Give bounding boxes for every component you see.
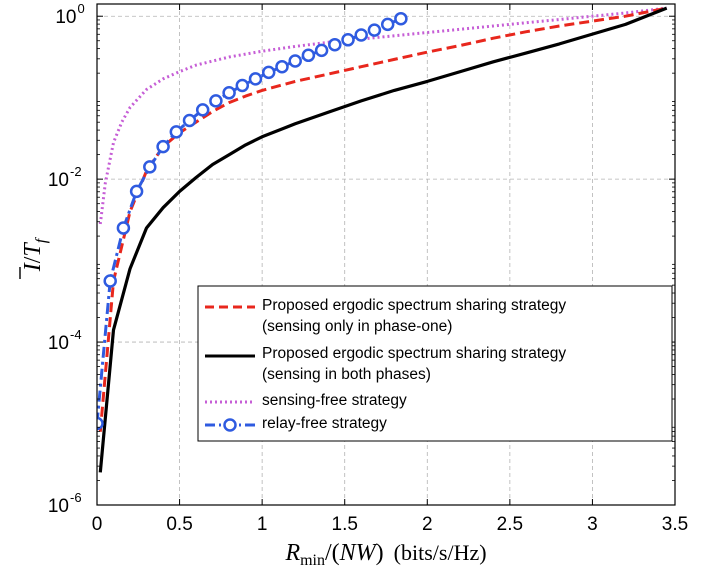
y-tick-label: 10: [48, 170, 69, 191]
series-marker-3: [275, 59, 289, 74]
series-line-0: [98, 6, 667, 432]
legend-label-3: sensing-free strategy: [262, 392, 407, 409]
legend-label-2a: Proposed ergodic spectrum sharing strate…: [262, 345, 566, 362]
series-marker-3: [97, 416, 104, 431]
x-tick-label: 2.5: [497, 514, 523, 535]
legend: Proposed ergodic spectrum sharing strate…: [197, 285, 673, 442]
series-marker-3: [116, 221, 131, 235]
series-marker-3: [209, 94, 223, 108]
series-marker-3: [301, 48, 316, 63]
series-marker-3: [129, 184, 144, 199]
series-marker-3: [261, 65, 276, 80]
legend-label-1b: (sensing only in phase-one): [262, 318, 452, 335]
series-marker-3: [169, 125, 184, 139]
legend-label-1a: Proposed ergodic spectrum sharing strate…: [262, 297, 566, 314]
series-marker-3: [394, 11, 408, 26]
legend-marker-blue: [223, 418, 237, 432]
x-tick-label: 3.5: [662, 514, 688, 535]
y-tick-exponent: -2: [70, 164, 82, 179]
series-marker-3: [341, 33, 355, 47]
y-tick-label: 10: [48, 333, 69, 354]
series-marker-3: [103, 274, 117, 288]
series-marker-3: [314, 43, 329, 58]
x-tick-label: 0: [92, 514, 103, 535]
series-layer: [97, 6, 668, 473]
series-line-1: [98, 6, 668, 473]
legend-label-2b: (sensing in both phases): [262, 366, 431, 383]
x-tick-label: 0.5: [166, 514, 192, 535]
series-marker-3: [156, 139, 170, 154]
series-marker-3: [328, 37, 342, 52]
series-line-2: [98, 6, 667, 225]
series-marker-3: [182, 113, 197, 128]
plot-border: [96, 3, 676, 506]
y-tick-exponent: 0: [78, 1, 85, 16]
y-axis-label: I/Tf: [19, 236, 50, 279]
legend-label-4: relay-free strategy: [262, 415, 387, 432]
series-marker-3: [143, 160, 157, 174]
x-tick-label: 2: [422, 514, 433, 535]
y-tick-exponent: -4: [70, 327, 82, 342]
x-tick-label: 1.5: [332, 514, 358, 535]
legend-box: [197, 285, 673, 442]
y-tick-label: 10: [55, 7, 76, 28]
series-marker-3: [354, 28, 368, 42]
series-marker-3: [288, 54, 302, 68]
series-marker-3: [367, 23, 382, 37]
x-axis-label: Rmin/(NW) (bits/s/Hz): [284, 540, 486, 569]
svg-text:I/Tf: I/Tf: [20, 236, 50, 272]
x-tick-label: 3: [587, 514, 598, 535]
x-tick-label: 1: [257, 514, 268, 535]
series-marker-3: [380, 17, 395, 32]
series-marker-3: [248, 72, 263, 86]
y-tick-exponent: -6: [70, 490, 82, 505]
series-marker-3: [195, 103, 210, 117]
series-marker-3: [235, 78, 250, 93]
series-marker-3: [222, 86, 236, 100]
y-tick-label: 10: [48, 496, 69, 517]
